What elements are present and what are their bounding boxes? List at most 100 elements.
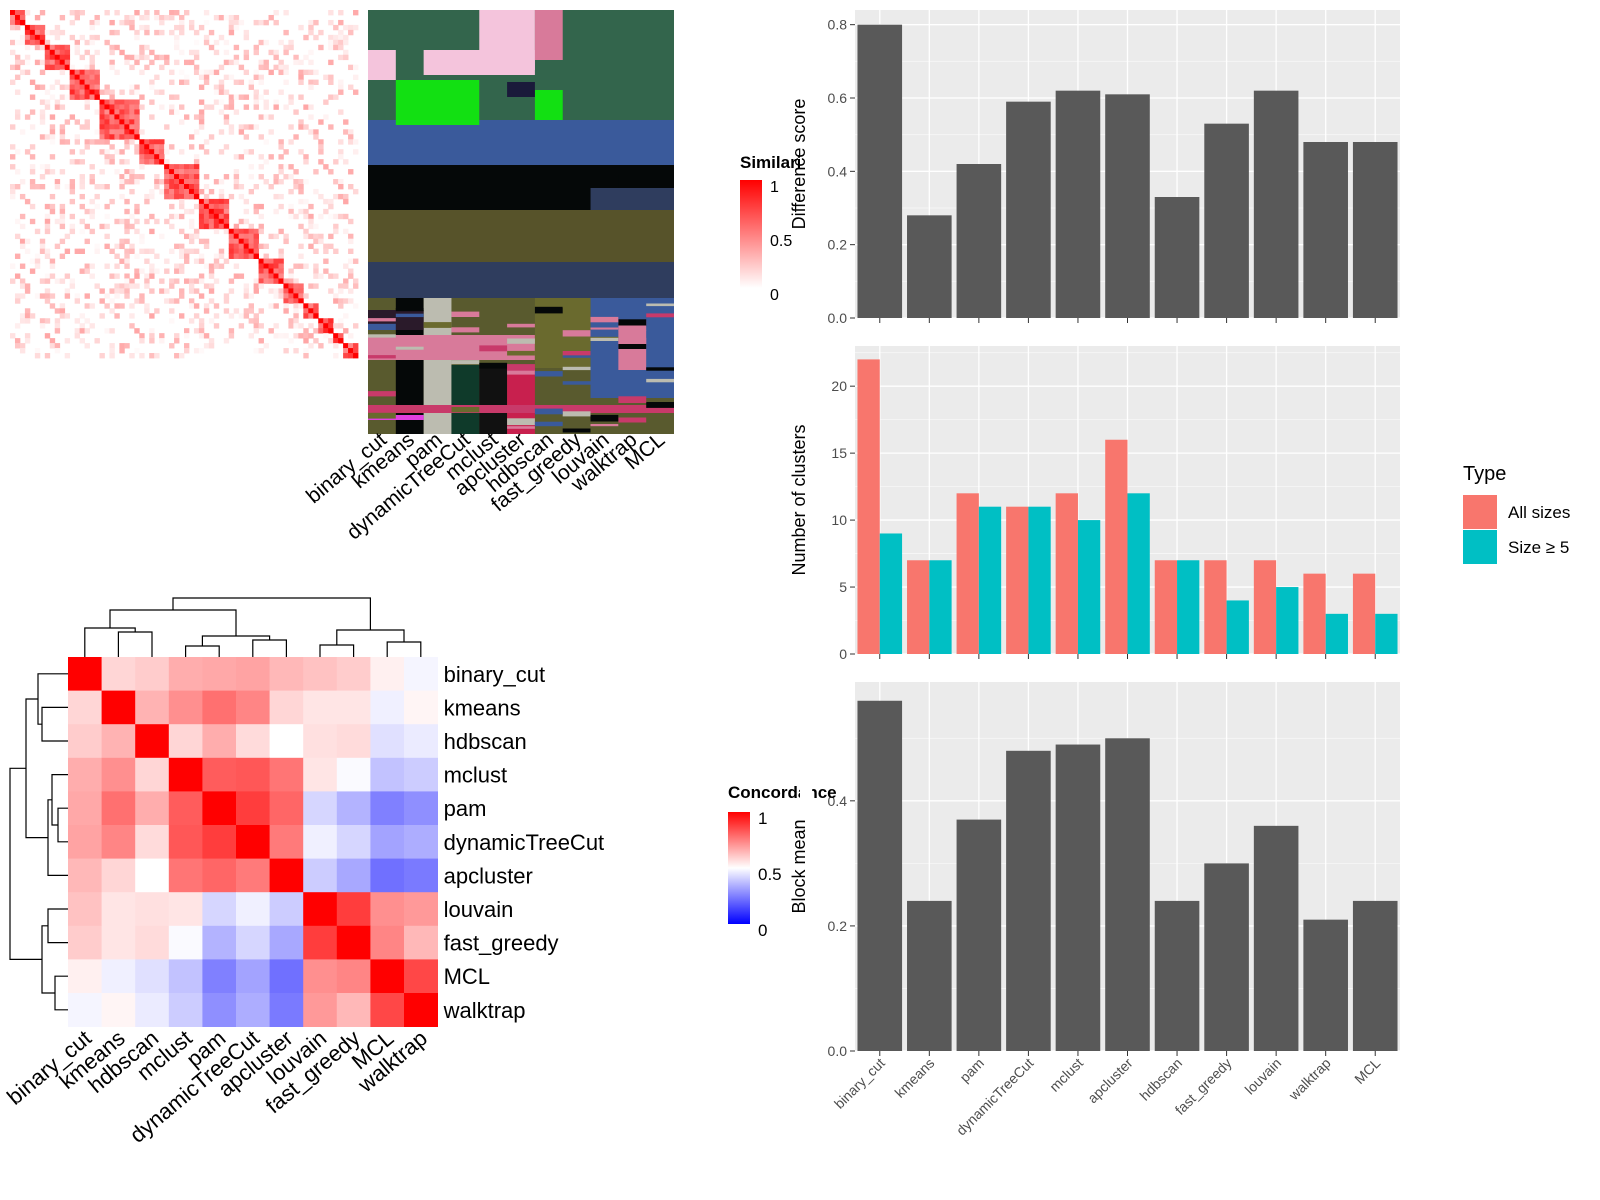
similarity-cell (348, 134, 354, 140)
similarity-cell (343, 283, 349, 289)
similarity-cell (253, 74, 259, 80)
similarity-cell (308, 233, 314, 240)
concordance-cell-kmeans-mclust (168, 690, 203, 725)
similarity-cell (273, 179, 279, 185)
similarity-cell (94, 19, 100, 26)
similarity-cell (263, 114, 269, 120)
similarity-cell (54, 34, 61, 41)
similarity-cell (268, 14, 274, 21)
similarity-cell (268, 233, 274, 240)
bar-size-5-mclust (1077, 520, 1101, 654)
similarity-cell (74, 39, 80, 46)
similarity-cell (79, 328, 85, 334)
similarity-cell (109, 119, 115, 125)
concordance-cell-dynamicTreeCut-hdbscan (135, 825, 170, 859)
similarity-cell (134, 348, 140, 354)
similarity-cell (59, 84, 66, 90)
similarity-legend-title: Similarity (740, 153, 817, 172)
similarity-cell (308, 283, 314, 289)
similarity-cell (273, 303, 279, 309)
similarity-cell (313, 263, 319, 269)
similarity-cell (169, 298, 175, 304)
membership-patch (368, 175, 619, 210)
similarity-cell (39, 69, 46, 76)
concordance-cell-apcluster-mclust (168, 858, 203, 893)
similarity-cell (263, 59, 269, 66)
similarity-cell (24, 59, 31, 66)
similarity-cell (348, 273, 354, 279)
similarity-cell (159, 14, 165, 21)
similarity-cell (243, 29, 250, 36)
similarity-cell (134, 10, 140, 16)
similarity-cell (99, 139, 105, 145)
similarity-cell (203, 193, 210, 200)
membership-stripe (562, 411, 591, 417)
similarity-cell (208, 213, 215, 220)
similarity-cell (343, 129, 349, 135)
similarity-cell (273, 278, 279, 284)
similarity-cell (19, 223, 26, 230)
similarity-cell (79, 268, 85, 274)
concordance-cell-hdbscan-mclust (168, 724, 203, 759)
similarity-cell (59, 208, 66, 215)
similarity-cell (278, 278, 284, 284)
similarity-cell (208, 188, 215, 195)
similarity-cell (253, 184, 259, 190)
similarity-cell (129, 174, 135, 180)
similarity-cell (149, 263, 155, 269)
similarity-cell (34, 44, 41, 51)
similarity-cell (328, 213, 334, 220)
similarity-cell (109, 154, 115, 160)
similarity-cell (328, 243, 334, 250)
bar-kmeans (907, 215, 952, 318)
similarity-cell (59, 218, 66, 225)
similarity-cell (288, 288, 294, 294)
similarity-cell (104, 139, 110, 145)
similarity-cell (134, 34, 140, 41)
similarity-cell (74, 333, 80, 339)
similarity-cell (228, 99, 235, 105)
similarity-cell (308, 308, 314, 314)
similarity-cell (328, 318, 334, 324)
similarity-cell (79, 338, 85, 344)
concordance-cell-dynamicTreeCut-pam (202, 825, 237, 859)
similarity-cell (253, 104, 259, 110)
similarity-cell (288, 278, 294, 284)
similarity-cell (14, 218, 21, 225)
similarity-cell (94, 283, 100, 289)
similarity-cell (218, 213, 225, 220)
row-label-dynamicTreeCut: dynamicTreeCut (444, 830, 605, 855)
similarity-cell (24, 10, 31, 16)
dendrogram-branch (252, 639, 287, 657)
similarity-cell (134, 283, 140, 289)
similarity-cell (169, 318, 175, 324)
similarity-cell (154, 54, 160, 61)
similarity-cell (268, 184, 274, 190)
similarity-cell (164, 164, 170, 170)
concordance-cell-walktrap-apcluster (269, 993, 304, 1027)
similarity-cell (89, 139, 95, 145)
similarity-cell (308, 114, 314, 120)
similarity-cell (233, 24, 240, 31)
similarity-cell (99, 104, 105, 110)
concordance-cell-fast_greedy-MCL (370, 925, 405, 960)
similarity-cell (253, 328, 259, 334)
similarity-cell (228, 14, 235, 21)
similarity-cell (238, 233, 245, 240)
similarity-cell (308, 79, 314, 85)
similarity-cell (328, 44, 334, 51)
similarity-cell (59, 29, 66, 36)
similarity-cell (69, 64, 76, 71)
dendrogram-branch (41, 706, 68, 742)
similarity-cell (253, 253, 259, 259)
similarity-cell (39, 119, 46, 125)
similarity-cell (253, 238, 259, 245)
similarity-cell (84, 64, 90, 71)
similarity-cell (164, 268, 170, 274)
similarity-cell (273, 263, 279, 269)
similarity-cell (203, 243, 210, 250)
similarity-cell (54, 348, 61, 354)
similarity-cell (328, 323, 334, 329)
row-label-fast_greedy: fast_greedy (444, 931, 559, 956)
similarity-cell (59, 64, 66, 71)
